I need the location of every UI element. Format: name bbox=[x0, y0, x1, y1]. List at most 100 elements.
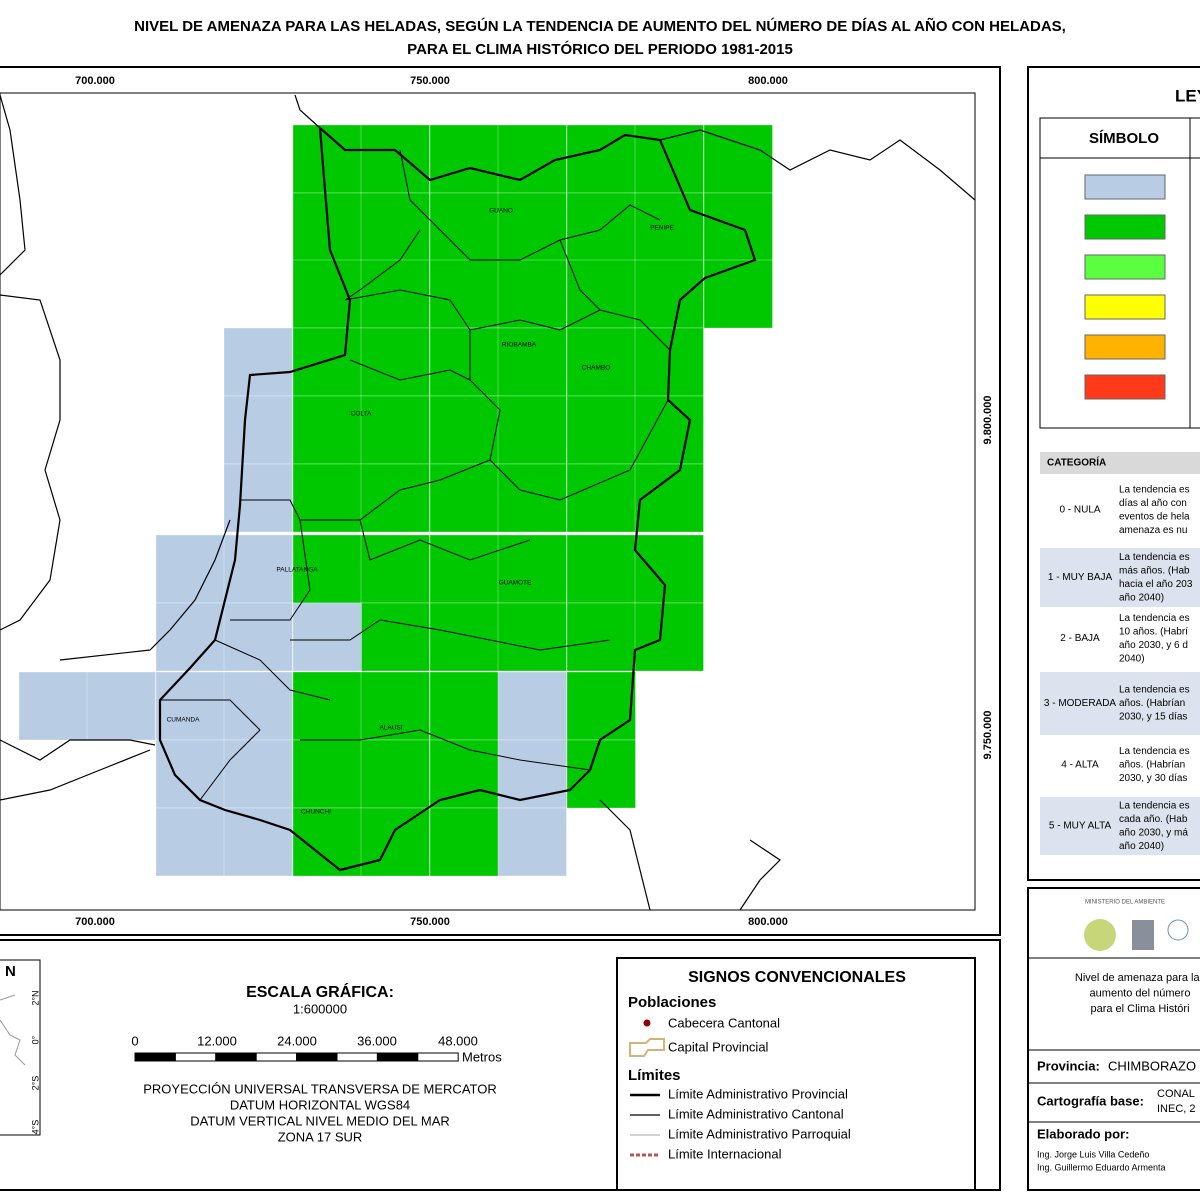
y-coord-label: 9.750.000 bbox=[982, 711, 994, 760]
grid-cell bbox=[634, 395, 704, 465]
scale-title: ESCALA GRÁFICA: bbox=[246, 982, 394, 1001]
grid-cell bbox=[566, 395, 636, 465]
grid-cell bbox=[634, 534, 704, 604]
x-coord-label: 750.000 bbox=[410, 916, 450, 928]
grid-cell bbox=[155, 807, 225, 877]
category-description: más años. (Hab bbox=[1119, 565, 1190, 576]
grid-cell bbox=[360, 192, 430, 262]
category-description: año 2040) bbox=[1119, 592, 1164, 603]
category-name: 0 - NULA bbox=[1059, 505, 1100, 516]
grid-cell bbox=[360, 124, 430, 194]
category-name: 4 - ALTA bbox=[1061, 760, 1099, 771]
category-description: eventos de hela bbox=[1119, 511, 1190, 522]
category-description: año 2030, y má bbox=[1119, 827, 1188, 838]
grid-cell bbox=[429, 602, 499, 672]
grid-cell bbox=[360, 327, 430, 397]
projection-line: DATUM HORIZONTAL WGS84 bbox=[230, 1097, 410, 1112]
population-label: Capital Provincial bbox=[668, 1039, 769, 1054]
grid-cell bbox=[155, 534, 225, 604]
grid-cell bbox=[223, 395, 293, 465]
scale-segment bbox=[336, 1052, 378, 1062]
scale-label: 36.000 bbox=[357, 1033, 397, 1048]
category-description: La tendencia es bbox=[1119, 552, 1190, 563]
author: Ing. Jorge Luis Villa Cedeño bbox=[1037, 1149, 1149, 1159]
row-bg bbox=[1040, 672, 1200, 735]
scale-segment bbox=[296, 1052, 338, 1062]
grid-cell bbox=[566, 602, 636, 672]
grid-cell bbox=[429, 124, 499, 194]
lat-label: 4°S bbox=[30, 1120, 40, 1135]
inset-outline bbox=[0, 994, 26, 1066]
symbol-table bbox=[1039, 117, 1200, 429]
projection: PROYECCIÓN UNIVERSAL TRANSVERSA DE MERCA… bbox=[143, 1081, 496, 1144]
description-line: aumento del número bbox=[1090, 987, 1191, 999]
category-description: 10 años. (Habrí bbox=[1119, 626, 1188, 637]
capital-symbol bbox=[629, 1038, 665, 1057]
x-coord-label: 800.000 bbox=[748, 916, 788, 928]
place-label: COLTA bbox=[351, 411, 372, 418]
category-description: años. (Habrían bbox=[1119, 760, 1185, 771]
limit-label: Límite Administrativo Parroquial bbox=[668, 1126, 851, 1141]
grid-cell bbox=[292, 671, 362, 741]
category-header: CATEGORÍA bbox=[1047, 456, 1106, 469]
grid-cell bbox=[292, 259, 362, 329]
swatch bbox=[1084, 294, 1166, 320]
x-coord-label: 700.000 bbox=[75, 75, 115, 87]
category-description: La tendencia es bbox=[1119, 484, 1190, 495]
category-name: 3 - MODERADA bbox=[1044, 698, 1117, 709]
grid-cell bbox=[223, 807, 293, 877]
grid-cell bbox=[18, 671, 88, 741]
category-description: La tendencia es bbox=[1119, 746, 1190, 757]
grid-cell bbox=[155, 739, 225, 809]
grid-cell bbox=[497, 259, 567, 329]
coordinate-labels: 700.000 750.000 800.000 700.000 750.000 800.0… bbox=[75, 75, 994, 928]
category-description: La tendencia es bbox=[1119, 685, 1190, 696]
swatch bbox=[1084, 254, 1166, 280]
category-description: 2030, y 15 días bbox=[1119, 712, 1187, 723]
grid-cell bbox=[292, 395, 362, 465]
place-label: CHUNCHI bbox=[301, 809, 331, 816]
grid-cell bbox=[497, 807, 567, 877]
x-coord-label: 700.000 bbox=[75, 916, 115, 928]
category-description: La tendencia es bbox=[1119, 613, 1190, 624]
title: PARA EL CLIMA HISTÓRICO DEL PERIODO 1981… bbox=[407, 40, 793, 58]
category-description: 2030, y 30 días bbox=[1119, 773, 1187, 784]
description-line: Nivel de amenaza para las bbox=[1075, 972, 1200, 984]
category-header-bg bbox=[1040, 452, 1200, 474]
place-label: GUANO bbox=[489, 208, 513, 215]
grid-cell bbox=[566, 534, 636, 604]
signs-frame bbox=[616, 957, 976, 1191]
boundaries bbox=[0, 94, 976, 911]
category-description: días al año con bbox=[1119, 498, 1187, 509]
grid-cell bbox=[155, 602, 225, 672]
grid-cell bbox=[497, 534, 567, 604]
lat-label: 0° bbox=[30, 1035, 40, 1044]
row-bg bbox=[1040, 548, 1200, 607]
grid-cell bbox=[360, 602, 430, 672]
grid-cell bbox=[566, 671, 636, 741]
grid-cell bbox=[497, 395, 567, 465]
category-description: años. (Habrían bbox=[1119, 698, 1185, 709]
grid-cell bbox=[429, 739, 499, 809]
grid-cell bbox=[703, 259, 773, 329]
grid-cell bbox=[360, 395, 430, 465]
hazard-grid bbox=[18, 124, 773, 877]
grid-cell bbox=[429, 807, 499, 877]
base-label: Cartografía base: bbox=[1037, 1093, 1144, 1108]
grid-cell bbox=[292, 534, 362, 604]
map-frame bbox=[0, 66, 1001, 936]
bottom-frame bbox=[0, 939, 1001, 1191]
grid-cell bbox=[429, 327, 499, 397]
grid-cell bbox=[86, 671, 156, 741]
scale-label: 0 bbox=[131, 1033, 138, 1048]
scale-label: 12.000 bbox=[197, 1033, 237, 1048]
limit-label: Límite Administrativo Cantonal bbox=[668, 1106, 844, 1121]
grid-cell bbox=[360, 671, 430, 741]
inset-frame bbox=[0, 959, 41, 1136]
grid-cell bbox=[497, 671, 567, 741]
swatch bbox=[1084, 214, 1166, 240]
grid-cell bbox=[566, 327, 636, 397]
limits-title: Límites bbox=[628, 1067, 681, 1084]
